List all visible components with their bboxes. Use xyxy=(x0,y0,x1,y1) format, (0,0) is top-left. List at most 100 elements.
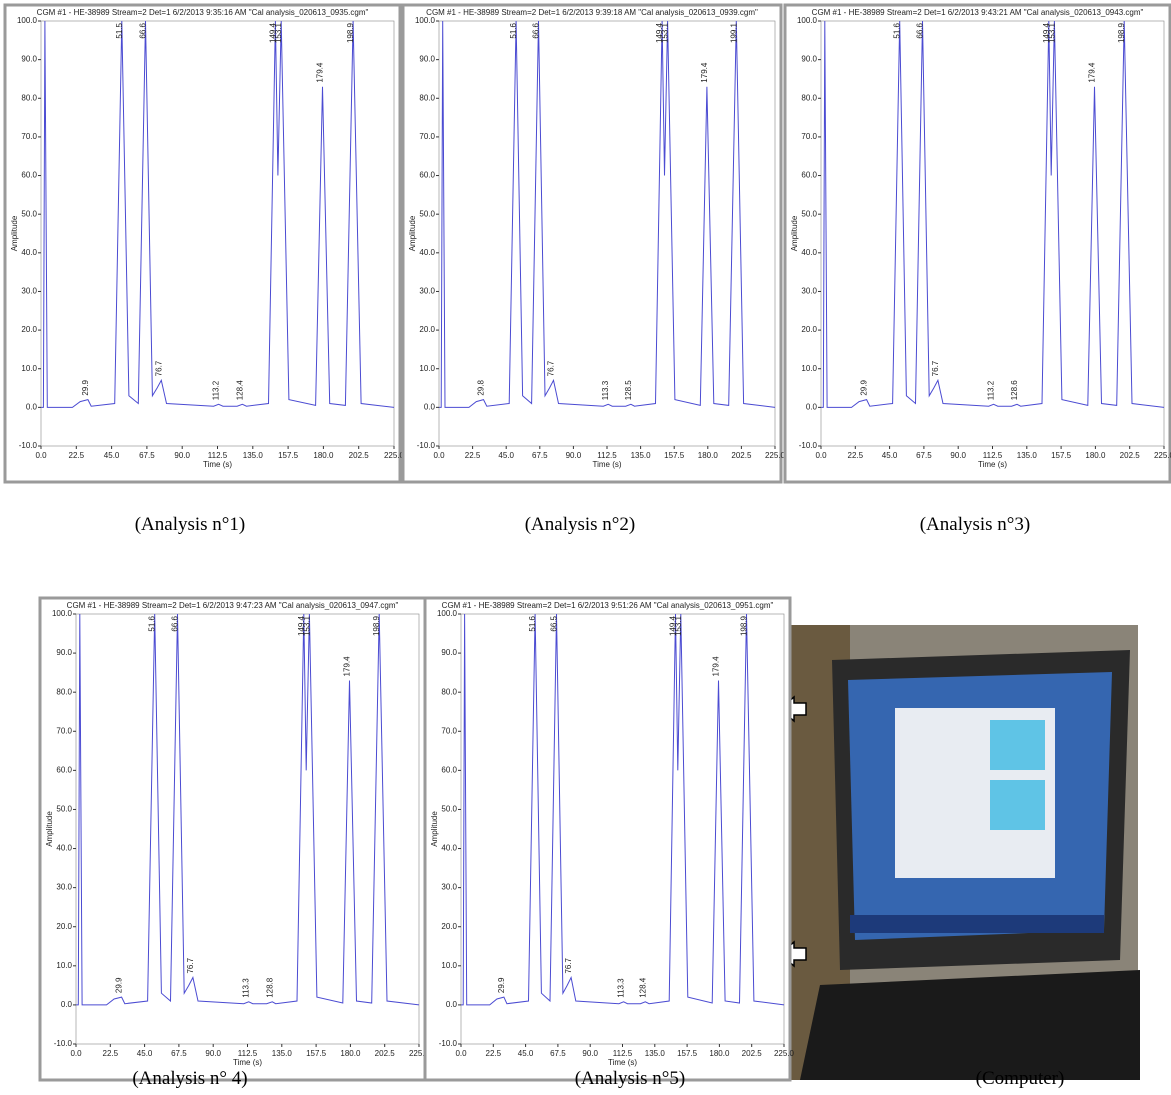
x-tick-label: 180.0 xyxy=(313,451,334,460)
y-tick-label: 20.0 xyxy=(56,922,72,931)
y-tick-label: 20.0 xyxy=(21,325,37,334)
peak-label: 199.1 xyxy=(729,22,738,43)
x-tick-label: 225.0 xyxy=(1154,451,1171,460)
peak-label: 66.6 xyxy=(916,22,925,38)
peak-label: 51.6 xyxy=(893,22,902,38)
x-tick-label: 180.0 xyxy=(340,1049,361,1058)
chart-title: CGM #1 - HE-38989 Stream=2 Det=1 6/2/201… xyxy=(67,601,399,610)
y-tick-label: 90.0 xyxy=(441,648,457,657)
x-tick-label: 202.5 xyxy=(349,451,370,460)
x-tick-label: 90.0 xyxy=(174,451,190,460)
caption: (Analysis n°5) xyxy=(575,1068,686,1089)
x-tick-label: 22.5 xyxy=(465,451,481,460)
peak-label: 66.5 xyxy=(549,615,558,631)
x-axis-label: Time (s) xyxy=(608,1058,637,1067)
y-tick-label: 40.0 xyxy=(419,248,435,257)
peak-label: 179.4 xyxy=(342,656,351,677)
app-panel xyxy=(990,720,1045,770)
y-axis-label: Amplitude xyxy=(45,811,54,847)
y-tick-label: 90.0 xyxy=(419,55,435,64)
peak-label: 76.7 xyxy=(564,957,573,973)
peak-label: 29.9 xyxy=(81,380,90,396)
peak-label: 29.9 xyxy=(115,977,124,993)
y-tick-label: 100.0 xyxy=(415,16,436,25)
y-tick-label: 30.0 xyxy=(801,287,817,296)
x-tick-label: 112.5 xyxy=(983,451,1003,460)
peak-label: 29.8 xyxy=(477,380,486,396)
x-tick-label: 90.0 xyxy=(582,1049,598,1058)
x-axis-label: Time (s) xyxy=(592,460,621,469)
y-tick-label: 100.0 xyxy=(17,16,38,25)
y-tick-label: 80.0 xyxy=(56,687,72,696)
x-tick-label: 67.5 xyxy=(171,1049,187,1058)
y-tick-label: 50.0 xyxy=(801,209,817,218)
y-tick-label: 50.0 xyxy=(441,805,457,814)
x-tick-label: 157.5 xyxy=(677,1049,698,1058)
y-tick-label: 60.0 xyxy=(21,171,37,180)
x-tick-label: 90.0 xyxy=(205,1049,221,1058)
x-tick-label: 135.0 xyxy=(272,1049,293,1058)
y-tick-label: 30.0 xyxy=(56,883,72,892)
y-axis-label: Amplitude xyxy=(10,215,19,251)
y-tick-label: 40.0 xyxy=(21,248,37,257)
y-tick-label: 10.0 xyxy=(801,364,817,373)
x-tick-label: 135.0 xyxy=(243,451,264,460)
peak-label: 113.2 xyxy=(987,380,996,400)
chart-title: CGM #1 - HE-38989 Stream=2 Det=1 6/2/201… xyxy=(812,8,1144,17)
peak-label: 149.4 xyxy=(297,615,306,636)
chart: CGM #1 - HE-38989 Stream=2 Det=1 6/2/201… xyxy=(3,3,405,484)
y-tick-label: 60.0 xyxy=(56,765,72,774)
keyboard xyxy=(800,970,1140,1080)
trace xyxy=(461,613,785,1006)
x-tick-label: 225.0 xyxy=(384,451,405,460)
x-tick-label: 180.0 xyxy=(1085,451,1106,460)
x-tick-label: 67.5 xyxy=(916,451,932,460)
y-tick-label: 80.0 xyxy=(801,93,817,102)
y-tick-label: 50.0 xyxy=(56,805,72,814)
x-tick-label: 0.0 xyxy=(455,1049,467,1058)
taskbar xyxy=(850,915,1104,933)
y-tick-label: 80.0 xyxy=(419,93,435,102)
x-tick-label: 90.0 xyxy=(566,451,582,460)
chart: CGM #1 - HE-38989 Stream=2 Det=1 6/2/201… xyxy=(38,596,430,1082)
plot-area xyxy=(438,20,776,447)
caption: (Analysis n°2) xyxy=(525,514,636,535)
x-tick-label: 180.0 xyxy=(698,451,719,460)
peak-label: 76.7 xyxy=(931,360,940,376)
peak-label: 149.4 xyxy=(668,615,677,636)
y-tick-label: 20.0 xyxy=(441,922,457,931)
y-tick-label: 70.0 xyxy=(441,726,457,735)
x-tick-label: 225.0 xyxy=(765,451,786,460)
x-tick-label: 67.5 xyxy=(139,451,155,460)
y-axis-label: Amplitude xyxy=(408,215,417,251)
x-tick-label: 0.0 xyxy=(815,451,827,460)
x-tick-label: 225.0 xyxy=(409,1049,430,1058)
peak-label: 198.9 xyxy=(372,615,381,636)
peak-label: 113.3 xyxy=(242,978,251,998)
x-tick-label: 90.0 xyxy=(950,451,966,460)
y-tick-label: 70.0 xyxy=(801,132,817,141)
y-tick-label: -10.0 xyxy=(799,441,818,450)
x-tick-label: 112.5 xyxy=(597,451,617,460)
y-tick-label: 50.0 xyxy=(21,209,37,218)
x-tick-label: 0.0 xyxy=(433,451,445,460)
chart-title: CGM #1 - HE-38989 Stream=2 Det=1 6/2/201… xyxy=(426,8,758,17)
peak-label: 128.4 xyxy=(638,977,647,998)
peak-label: 29.9 xyxy=(860,380,869,396)
y-tick-label: 30.0 xyxy=(441,883,457,892)
peak-label: 198.9 xyxy=(346,22,355,43)
x-axis-label: Time (s) xyxy=(233,1058,262,1067)
y-tick-label: -10.0 xyxy=(19,441,38,450)
peak-label: 179.4 xyxy=(315,62,324,83)
peak-label: 66.6 xyxy=(531,22,540,38)
peak-label: 29.9 xyxy=(497,977,506,993)
x-tick-label: 45.0 xyxy=(137,1049,153,1058)
y-tick-label: 20.0 xyxy=(419,325,435,334)
peak-label: 179.4 xyxy=(712,656,721,677)
x-tick-label: 202.5 xyxy=(742,1049,763,1058)
x-tick-label: 67.5 xyxy=(532,451,548,460)
chart: CGM #1 - HE-38989 Stream=2 Det=1 6/2/201… xyxy=(783,3,1171,484)
peak-label: 128.6 xyxy=(1010,380,1019,401)
peak-label: 153.1 xyxy=(1047,22,1056,43)
caption: (Computer) xyxy=(976,1068,1065,1089)
